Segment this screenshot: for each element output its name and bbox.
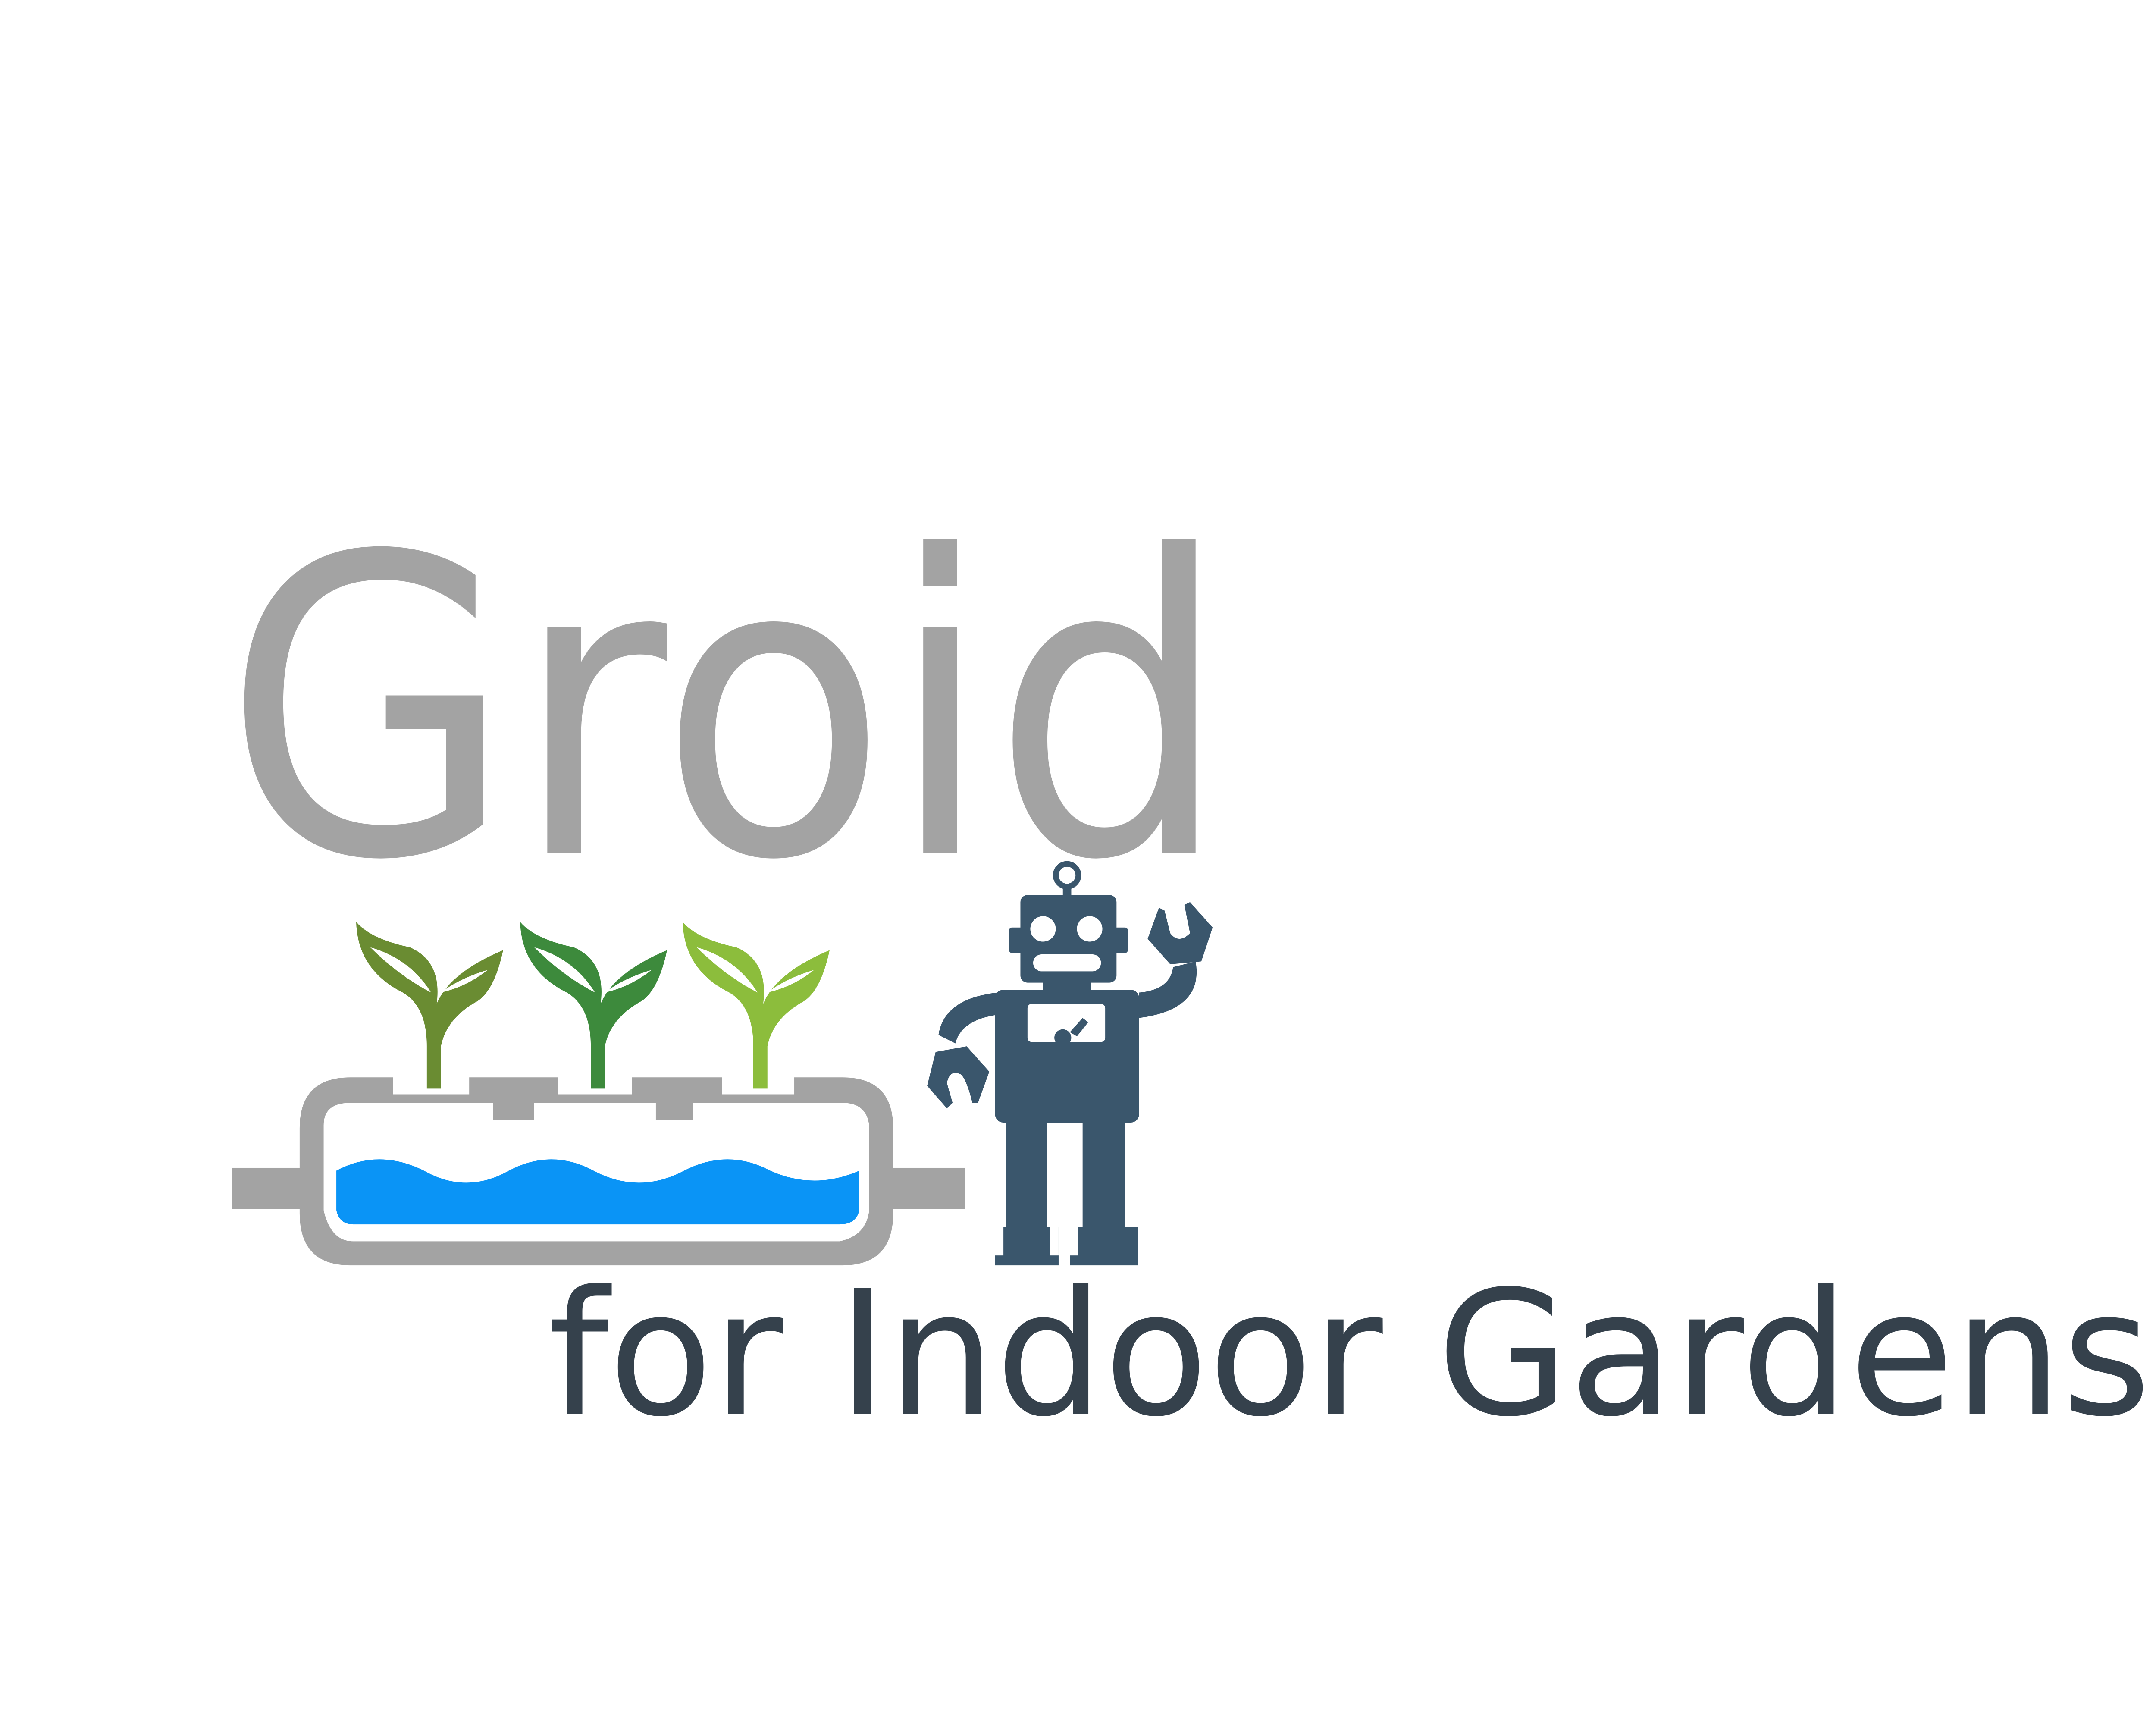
shape [1113, 927, 1128, 953]
shape [1033, 954, 1101, 972]
shape [1006, 1117, 1047, 1230]
shape [1070, 1227, 1078, 1256]
shape [1050, 1227, 1059, 1256]
shape [1009, 927, 1024, 953]
shape [1147, 902, 1213, 964]
tank-frame [299, 1077, 893, 1266]
shape [1070, 1227, 1138, 1266]
shape [1054, 1029, 1072, 1047]
pipe-right [890, 1167, 965, 1209]
plants [356, 922, 830, 1089]
shape [370, 947, 488, 993]
pipe-left [232, 1167, 303, 1209]
shape [1077, 916, 1103, 942]
hydroponic-tank [232, 1077, 965, 1266]
shape [696, 947, 814, 993]
shape [1062, 885, 1072, 897]
water [336, 1159, 859, 1225]
shape [1027, 1004, 1106, 1042]
shape [1030, 916, 1056, 942]
shape [1070, 1018, 1088, 1037]
tank-rim [370, 1103, 820, 1120]
shape [938, 992, 998, 1044]
robot [927, 861, 1213, 1266]
logo-title: Groid [223, 470, 1230, 950]
shape [534, 947, 652, 993]
shape [995, 1227, 1059, 1266]
shape [995, 1227, 1004, 1256]
shape [1082, 1117, 1125, 1230]
plant [683, 922, 830, 1089]
shape [927, 1046, 990, 1109]
shape [1139, 961, 1197, 1018]
logo-tagline: for Indoor Gardens [548, 1254, 2151, 1455]
plant [520, 922, 667, 1089]
plant [356, 922, 503, 1089]
